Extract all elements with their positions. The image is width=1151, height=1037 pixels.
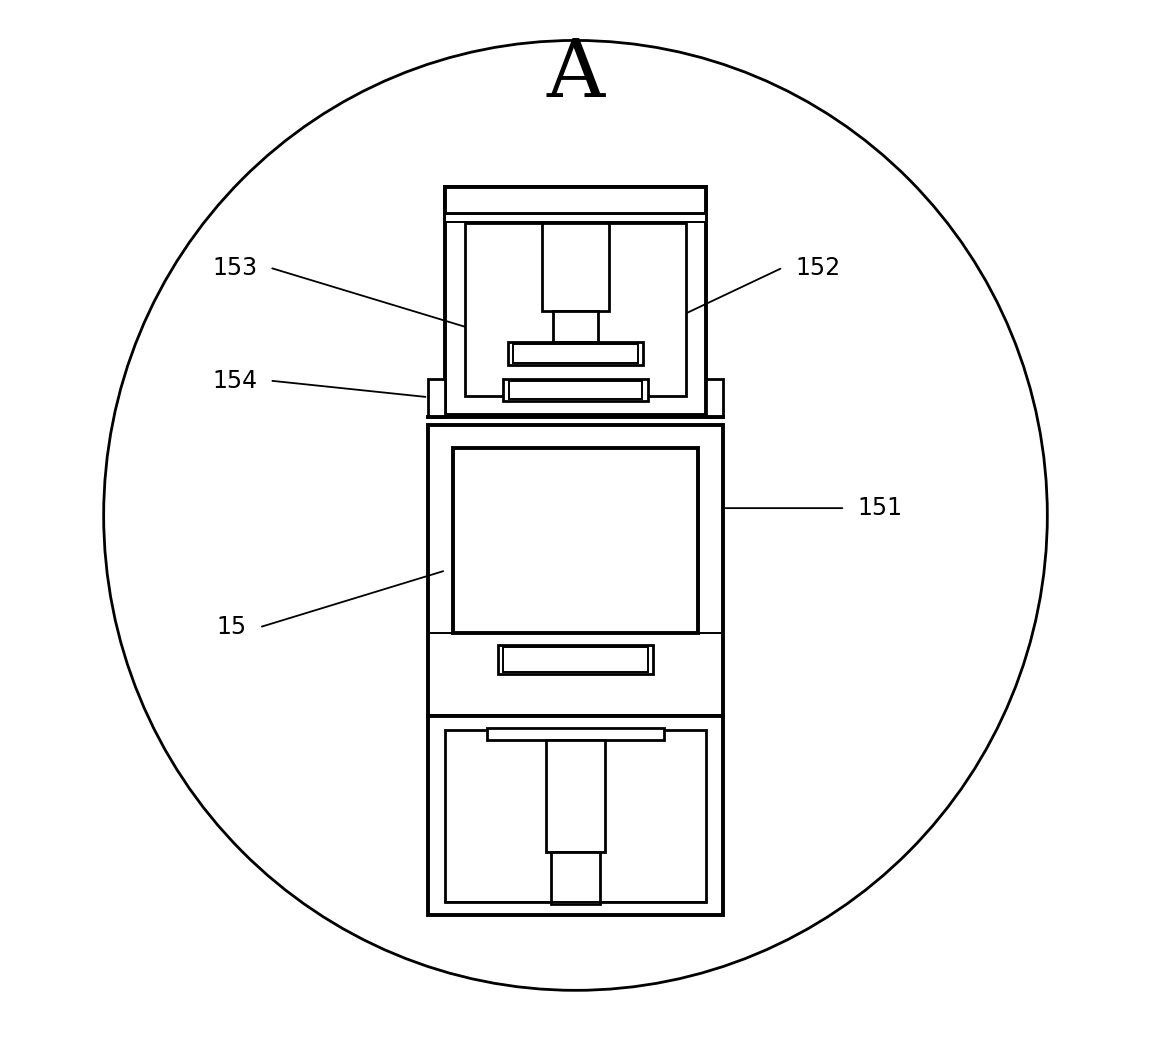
Bar xyxy=(428,379,444,417)
Bar xyxy=(513,344,638,363)
Bar xyxy=(444,187,707,214)
Bar xyxy=(707,379,723,417)
Bar xyxy=(509,381,642,399)
Bar xyxy=(444,187,707,415)
Bar xyxy=(542,223,609,311)
Bar xyxy=(428,425,723,716)
Bar xyxy=(444,730,707,902)
Text: 151: 151 xyxy=(857,496,902,521)
Bar xyxy=(503,647,648,672)
Bar xyxy=(503,379,648,401)
Text: A: A xyxy=(547,36,604,114)
Bar xyxy=(465,223,686,396)
Bar xyxy=(444,214,707,222)
Bar xyxy=(428,716,723,915)
Text: 154: 154 xyxy=(212,368,257,393)
Bar xyxy=(508,342,643,365)
Bar xyxy=(550,852,601,904)
Bar xyxy=(547,740,604,852)
Bar xyxy=(552,311,599,342)
Text: 152: 152 xyxy=(795,255,840,280)
Bar xyxy=(453,448,698,633)
Bar xyxy=(497,645,654,674)
Text: 153: 153 xyxy=(212,255,257,280)
Bar xyxy=(487,728,664,740)
Text: 15: 15 xyxy=(216,615,246,640)
